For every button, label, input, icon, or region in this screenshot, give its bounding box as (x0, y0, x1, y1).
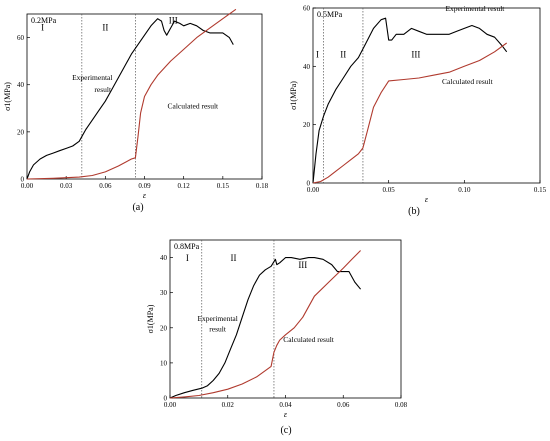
y-tick-label: 20 (17, 128, 25, 136)
y-tick-label: 40 (160, 254, 168, 262)
x-tick-label: 0.15 (217, 182, 230, 190)
x-tick-label: 0.10 (458, 186, 471, 194)
y-axis-label: σ1(MPa) (289, 81, 298, 110)
y-axis-label: σ1(MPa) (3, 82, 12, 111)
x-tick-label: 0.02 (222, 401, 235, 409)
plot-frame (312, 7, 541, 184)
y-tick-label: 40 (303, 63, 311, 71)
y-axis-label: σ1(MPa) (146, 304, 155, 333)
x-tick-label: 0.18 (256, 182, 269, 190)
y-tick-label: 0 (21, 176, 25, 184)
pressure-label: 0.8MPa (174, 242, 200, 251)
stage-label: I (41, 23, 44, 33)
experimental-curve (26, 18, 234, 180)
y-tick-label: 20 (303, 121, 311, 129)
panel-label: (c) (280, 425, 291, 436)
experimental-curve (169, 257, 362, 399)
y-tick-label: 60 (303, 5, 311, 13)
calculated-curve (26, 8, 237, 180)
y-tick-label: 0 (164, 395, 168, 403)
x-tick-label: 0.09 (138, 182, 151, 190)
x-tick-label: 0.06 (337, 401, 350, 409)
x-axis-label: ε (284, 410, 288, 419)
y-tick-label: 40 (17, 81, 25, 89)
x-tick-label: 0.00 (21, 182, 34, 190)
stage-label: II (231, 253, 237, 263)
x-axis-label: ε (143, 191, 147, 200)
pressure-label: 0.2MPa (31, 16, 57, 25)
calculated-curve (169, 250, 361, 399)
annotation-label: Calculated result (442, 77, 494, 86)
annotation-label: result (94, 85, 112, 94)
stage-label: III (411, 50, 420, 60)
chart-panels: 0.00 0.03 0.06 0.09 0.12 0.15 0.18 0 20 40 60 ε σ1(M… (3, 4, 547, 436)
stage-label: I (186, 253, 189, 263)
x-tick-label: 0.15 (534, 186, 547, 194)
x-tick-label: 0.06 (99, 182, 112, 190)
x-tick-label: 0.05 (383, 186, 396, 194)
annotation-label: Experimental result (445, 4, 505, 13)
x-tick-label: 0.08 (395, 401, 408, 409)
stage-label: III (298, 260, 307, 270)
stage-label: I (316, 50, 319, 60)
stage-label: II (340, 50, 346, 60)
panel-label: (b) (408, 206, 420, 217)
y-tick-label: 20 (160, 324, 168, 332)
y-tick-label: 60 (17, 34, 25, 42)
panel-label: (a) (132, 202, 143, 213)
x-tick-label: 0.00 (307, 186, 320, 194)
chart-panel-1: 0.00 0.03 0.06 0.09 0.12 0.15 0.18 0 20 40 60 ε σ1(M… (3, 8, 269, 213)
experimental-curve (312, 17, 508, 184)
y-tick-label: 0 (307, 180, 311, 188)
y-tick-label: 30 (160, 289, 168, 297)
y-tick-label: 10 (160, 359, 168, 367)
annotation-label: Experimental (72, 73, 112, 82)
annotation-label: Experimental (197, 314, 237, 323)
x-axis-label: ε (425, 195, 429, 204)
stage-label: III (169, 15, 178, 25)
annotation-label: Calculated result (283, 335, 335, 344)
x-tick-label: 0.04 (279, 401, 292, 409)
calculated-curve (312, 42, 508, 184)
pressure-label: 0.5MPa (317, 10, 343, 19)
annotation-label: Calculated result (168, 101, 220, 110)
x-tick-label: 0.12 (178, 182, 191, 190)
x-tick-label: 0.00 (164, 401, 177, 409)
stage-label: II (102, 23, 108, 33)
annotation-label: result (209, 324, 227, 333)
x-tick-label: 0.03 (60, 182, 73, 190)
